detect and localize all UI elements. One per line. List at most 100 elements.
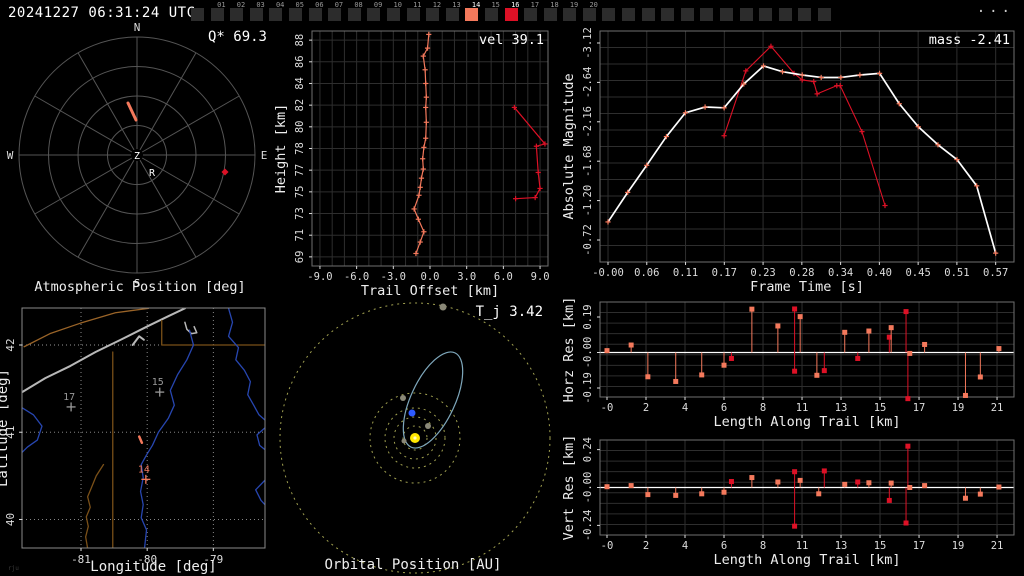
frame-square-15[interactable]: 15 [484, 1, 500, 21]
frame-square-blank[interactable] [778, 8, 792, 21]
panel-trail-offset: -9.0 -6.0 -3.0 0.0 3.0 6.0 9.0 88 86 84 82 80 78 77 75… [273, 30, 550, 299]
x-tick-label: 8 [760, 402, 766, 414]
frame-square-17[interactable]: 17 [524, 1, 539, 21]
frame-square-02[interactable]: 02 [230, 1, 245, 21]
y-tick-label: -1.20 [582, 185, 594, 217]
residual-point-station-16 [886, 334, 892, 340]
frame-square-blank[interactable] [191, 8, 204, 21]
y-tick-label: 0.24 [582, 437, 594, 462]
meteoroid-orbit [402, 351, 464, 449]
frame-square-12[interactable]: 12 [426, 1, 441, 21]
residual-point-station-16 [792, 469, 798, 475]
vert-res-xlabel: Length Along Trail [km] [714, 552, 901, 568]
frame-square-10[interactable]: 10 [386, 1, 402, 21]
body-mercury [401, 438, 407, 444]
residual-point-station-14 [888, 325, 894, 331]
y-tick-label: 75 [294, 186, 306, 199]
frame-square-11[interactable]: 11 [406, 1, 422, 21]
station-marker-17: 17 [63, 392, 76, 412]
map-feature-river-central [139, 329, 195, 548]
x-tick-label: 15 [874, 540, 887, 552]
map-feature-border-ny-pa [161, 319, 265, 346]
frame-square-blank[interactable] [720, 8, 734, 21]
frame-square-08[interactable]: 08 [347, 1, 363, 21]
panel-horz-res: -0 2 4 6 8 11 13 15 17 19 21 0.19 -0.00 -0.19 Length A… [561, 297, 1015, 430]
residual-point-station-14 [721, 489, 727, 495]
frame-square-13[interactable]: 13 [445, 1, 461, 21]
frame-square-06[interactable]: 06 [308, 1, 324, 21]
watermark: rju [8, 565, 19, 572]
frame-square-04[interactable]: 04 [269, 1, 284, 21]
frame-square-blank[interactable] [818, 8, 831, 21]
series-combined-fit [605, 63, 999, 256]
trail-offset-readout: vel 39.1 [479, 32, 544, 48]
x-tick-label: 19 [952, 540, 965, 552]
body-mars [400, 395, 406, 401]
x-tick-label: 11 [796, 402, 809, 414]
frame-square-blank[interactable] [739, 8, 753, 21]
frame-square-05[interactable]: 05 [288, 1, 304, 21]
residual-point-station-14 [888, 480, 894, 486]
residual-point-station-14 [628, 342, 634, 348]
horz-res-xlabel: Length Along Trail [km] [714, 414, 901, 430]
lat-tick-label: 40 [4, 513, 17, 526]
frame-square-blank[interactable] [661, 8, 675, 21]
residual-point-station-14 [816, 491, 822, 497]
x-tick-label: 0.11 [673, 267, 698, 279]
residual-point-station-14 [842, 481, 848, 487]
tisserand-readout: T_j 3.42 [476, 304, 543, 320]
frame-square-blank[interactable] [622, 8, 636, 21]
frame-square-19[interactable]: 19 [563, 1, 578, 21]
frame-square-16[interactable]: 16 [504, 1, 520, 21]
residual-point-station-14 [645, 374, 651, 380]
frame-square-07[interactable]: 07 [328, 1, 343, 21]
frame-square-blank[interactable] [641, 8, 655, 21]
frame-square-18[interactable]: 18 [543, 1, 559, 21]
y-tick-label: 80 [294, 120, 306, 133]
frame-square-20[interactable]: 20 [582, 1, 598, 21]
residual-point-station-14 [797, 477, 803, 483]
y-tick-label: -3.12 [582, 27, 594, 59]
y-tick-label: 73 [294, 207, 306, 220]
frame-square-09[interactable]: 09 [367, 1, 382, 21]
x-tick-label: 3.0 [457, 271, 476, 283]
frame-number: 05 [295, 1, 304, 9]
frame-number: 02 [236, 1, 246, 9]
frame-square-blank[interactable] [602, 8, 616, 21]
x-tick-label: -9.0 [307, 271, 332, 283]
lon-tick-label: -79 [203, 553, 223, 566]
x-tick-label: -3.0 [381, 271, 406, 283]
station-id-label: 15 [152, 377, 164, 388]
y-tick-label: -2.64 [582, 67, 594, 99]
residual-point-station-14 [673, 378, 679, 384]
map-feature-border-oh-wv-river [84, 463, 105, 548]
frame-square-blank[interactable] [680, 8, 694, 21]
frame-square-03[interactable]: 03 [249, 1, 265, 21]
frame-number: 10 [393, 1, 402, 9]
body-venus [425, 423, 431, 429]
x-tick-label: 15 [874, 402, 887, 414]
map-feature-river-east [227, 308, 265, 421]
frame-square-blank[interactable] [798, 8, 812, 21]
residual-point-station-16 [821, 468, 827, 474]
x-tick-label: 2 [643, 540, 649, 552]
venus-orbit [393, 416, 437, 460]
frame-square-blank[interactable] [759, 8, 773, 21]
y-tick-label: -0.24 [582, 510, 594, 542]
panel-orbit: T_j 3.42 Orbital Position [AU] [279, 302, 551, 574]
residual-point-station-14 [977, 374, 983, 380]
residual-point-station-14 [962, 495, 968, 501]
residual-point-station-14 [814, 372, 820, 378]
x-tick-label: 21 [991, 540, 1004, 552]
q-star-readout: Q* 69.3 [208, 29, 267, 45]
frame-square-01[interactable]: 01 [210, 1, 226, 21]
frame-square-14[interactable]: 14 [465, 1, 480, 21]
frame-number: 19 [569, 1, 579, 9]
residual-point-station-14 [749, 475, 755, 481]
overflow-menu[interactable]: ... [976, 0, 1014, 16]
earth-orbit [384, 407, 446, 469]
x-tick-label: 17 [913, 540, 926, 552]
body-earth [408, 409, 416, 417]
frame-square-blank[interactable] [700, 8, 714, 21]
